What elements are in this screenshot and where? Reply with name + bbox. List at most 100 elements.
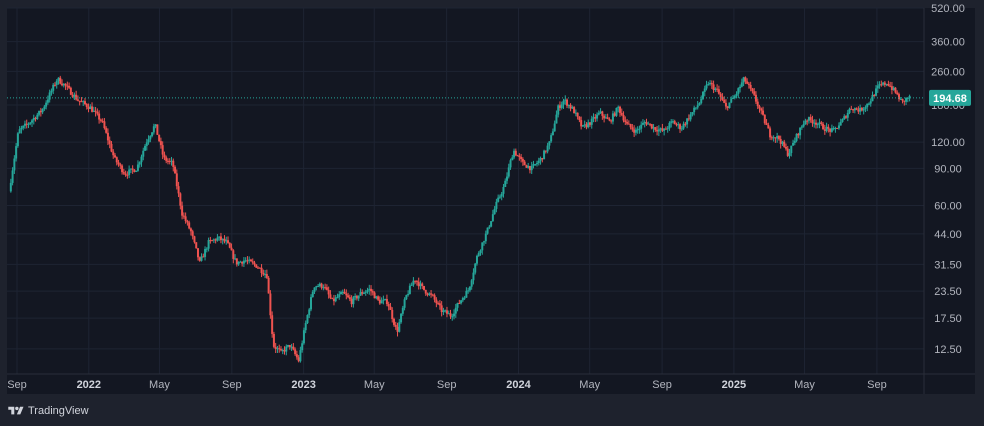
candle-down (889, 81, 892, 88)
candle-down (219, 232, 222, 244)
candle-up (89, 104, 92, 110)
candle-down (758, 104, 761, 113)
candle-down (558, 101, 561, 111)
candle-down (163, 151, 166, 161)
candle-body (717, 89, 720, 94)
candle-up (322, 284, 325, 291)
candle-body (218, 236, 221, 238)
candle-up (43, 104, 46, 111)
candle-up (483, 240, 486, 246)
candle-body (108, 140, 111, 144)
candle-body (352, 297, 355, 305)
candle-up (338, 291, 341, 300)
candle-body (656, 130, 659, 132)
candle-body (232, 250, 235, 259)
candle-up (419, 280, 422, 290)
candle-up (846, 109, 849, 122)
candle-body (440, 305, 443, 313)
candle-body (357, 295, 360, 299)
time-tick-label: Sep (867, 379, 887, 391)
candle-down (585, 122, 588, 130)
candle-body (763, 114, 766, 124)
candle-up (384, 298, 387, 301)
candle-body (249, 259, 252, 262)
candle-body (629, 123, 632, 128)
candle-up (41, 108, 44, 115)
candle-body (493, 208, 496, 215)
candle-up (23, 120, 26, 129)
candle-up (412, 277, 415, 287)
candle-body (345, 293, 348, 296)
candle-down (391, 307, 394, 323)
candle-body (472, 272, 475, 281)
candle-down (588, 122, 591, 127)
candle-body (156, 124, 159, 135)
candle-body (412, 280, 415, 285)
candle-body (80, 101, 83, 103)
candle-body (128, 169, 131, 175)
candle-body (774, 137, 777, 139)
candle-up (32, 114, 35, 125)
candle-up (799, 127, 802, 140)
price-axis[interactable]: 520.00360.00260.00180.00120.0090.0060.00… (931, 3, 965, 356)
candle-up (221, 238, 224, 245)
candle-body (571, 107, 574, 109)
candle-body (405, 295, 408, 300)
candle-up (380, 297, 383, 304)
last-price-badge-background (929, 89, 971, 106)
candle-body (566, 99, 569, 106)
candle-body (112, 151, 115, 156)
candle-up (592, 113, 595, 123)
candle-body (744, 77, 747, 82)
candle-body (484, 233, 487, 242)
time-tick-label: 2025 (722, 379, 746, 391)
candle-body (278, 348, 281, 350)
candle-up (13, 155, 16, 174)
candle-down (610, 119, 613, 124)
candle-body (641, 122, 644, 125)
candle-body (248, 259, 251, 261)
price-tick-label: 60.00 (934, 200, 962, 212)
candle-up (691, 112, 694, 117)
candle-body (716, 88, 719, 90)
candle-body (227, 240, 230, 243)
candle-up (587, 119, 590, 129)
candle-body (184, 216, 187, 222)
candle-up (825, 122, 828, 133)
candle-body (121, 165, 124, 173)
candle-down (620, 108, 623, 117)
candle-body (46, 99, 49, 103)
candle-down (175, 169, 178, 190)
candle-body (272, 333, 275, 347)
candle-up (864, 105, 867, 113)
candle-body (781, 141, 784, 144)
candle-up (128, 165, 131, 179)
candle-body (894, 87, 897, 93)
candle-body (343, 291, 346, 294)
candle-up (536, 160, 539, 167)
candle-up (151, 132, 154, 138)
time-axis[interactable]: Sep 2022 May Sep 2023 May Sep 2024 May Sep 2025 May… (7, 379, 886, 391)
candle-down (753, 88, 756, 97)
candle-up (62, 83, 65, 88)
candle-up (138, 161, 141, 168)
candle-down (754, 91, 757, 104)
candle-body (219, 236, 222, 241)
candle-body (509, 160, 512, 168)
candle-body (649, 123, 652, 125)
candle-up (659, 127, 662, 133)
candle-down (101, 118, 104, 123)
candle-body (772, 137, 775, 139)
candle-up (701, 91, 704, 101)
candle-up (698, 102, 701, 106)
candle-body (788, 153, 791, 156)
candle-down (158, 134, 161, 143)
candle-body (271, 315, 274, 334)
candle-body (876, 85, 879, 89)
candle-body (16, 133, 19, 147)
candle-body (784, 146, 787, 149)
candle-body (373, 292, 376, 299)
candle-down (121, 164, 124, 175)
tradingview-branding[interactable]: TradingView (8, 403, 89, 419)
